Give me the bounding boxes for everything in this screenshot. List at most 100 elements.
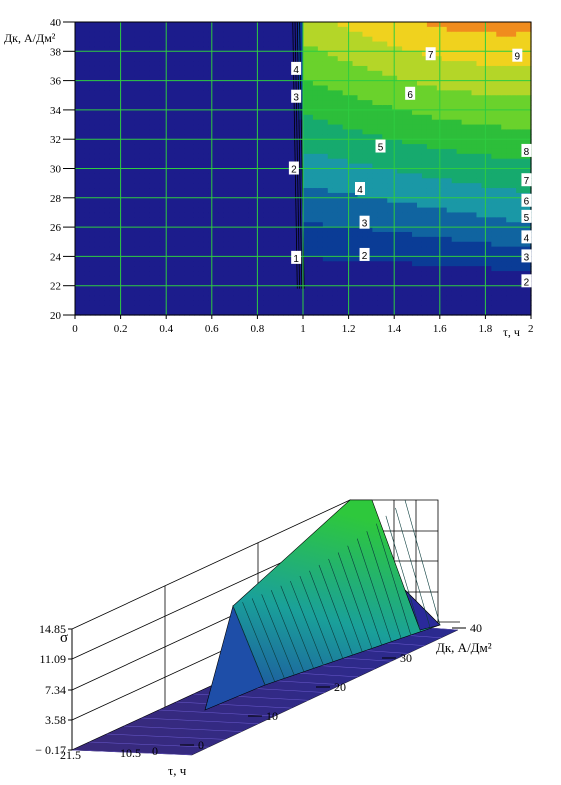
contour-cell — [456, 280, 463, 287]
contour-cell — [273, 95, 279, 101]
contour-cell — [223, 275, 230, 282]
contour-cell — [397, 280, 403, 287]
contour-cell — [89, 61, 96, 67]
contour-cell — [144, 197, 150, 204]
contour-cell — [372, 212, 378, 218]
contour-cell — [149, 51, 155, 57]
contour-cell — [109, 75, 116, 82]
contour-cell — [402, 26, 408, 33]
contour-cell — [298, 285, 304, 292]
contour-cell — [84, 114, 91, 121]
contour-cell — [362, 188, 369, 194]
contour-cell — [476, 168, 483, 174]
contour-cell — [169, 217, 175, 223]
contour-cell — [193, 168, 200, 174]
contour-cell — [426, 310, 433, 316]
contour-cell — [387, 305, 393, 311]
contour-cell — [481, 124, 487, 131]
contour-cell — [258, 36, 264, 43]
contour-cell — [377, 22, 383, 28]
contour-cell — [159, 114, 165, 121]
contour-cell — [446, 256, 453, 262]
contour-cell — [263, 168, 269, 174]
contour-cell — [407, 305, 413, 311]
contour-cell — [273, 26, 279, 33]
contour-cell — [243, 139, 250, 145]
contour-cell — [174, 173, 180, 179]
contour-cell — [317, 183, 324, 189]
contour-cell — [268, 227, 274, 233]
contour-cell — [421, 153, 428, 160]
contour-cell — [402, 275, 408, 282]
contour-cell — [431, 134, 438, 140]
contour-cell — [114, 134, 121, 140]
contour-cell — [268, 129, 274, 135]
contour-cell — [104, 22, 111, 28]
contour-cell — [198, 222, 205, 228]
contour-cell — [159, 124, 165, 131]
contour-cell — [293, 231, 299, 238]
contour-cell — [119, 241, 126, 248]
contour-cell — [402, 41, 408, 48]
contour-cell — [278, 241, 284, 248]
contour-cell — [283, 207, 289, 214]
contour-cell — [268, 95, 274, 101]
contour-cell — [466, 207, 473, 214]
contour-cell — [332, 246, 339, 253]
contour-cell — [372, 275, 378, 282]
contour-cell — [213, 26, 220, 33]
contour-cell — [164, 158, 170, 165]
contour-cell — [431, 188, 438, 194]
contour-cell — [258, 192, 264, 199]
contour-cell — [486, 100, 492, 106]
contour-cell — [174, 85, 180, 91]
contour-cell — [481, 41, 487, 48]
contour-cell — [198, 305, 205, 311]
contour-cell — [392, 36, 398, 43]
contour-cell — [228, 188, 235, 194]
contour-cell — [387, 153, 393, 160]
contour-cell — [253, 80, 259, 87]
contour-cell — [94, 290, 101, 297]
contour-cell — [75, 65, 81, 72]
contour-cell — [372, 31, 378, 38]
contour-cell — [461, 158, 468, 165]
contour-cell — [119, 75, 126, 82]
contour-cell — [79, 275, 86, 282]
contour-cell — [392, 305, 398, 311]
contour-cell — [189, 41, 195, 48]
contour-cell — [213, 207, 220, 214]
contour-cell — [193, 241, 200, 248]
contour-cell — [278, 61, 284, 67]
contour-cell — [407, 168, 413, 174]
contour-cell — [114, 188, 121, 194]
contour-cell — [84, 305, 91, 311]
contour-cell — [412, 183, 418, 189]
contour-cell — [159, 46, 165, 52]
contour-cell — [446, 290, 453, 297]
contour-cell — [481, 290, 487, 297]
contour-cell — [382, 134, 388, 140]
contour-cell — [114, 61, 121, 67]
contour-cell — [293, 305, 299, 311]
contour-cell — [213, 134, 220, 140]
contour-cell — [159, 105, 165, 111]
contour-cell — [446, 134, 453, 140]
contour-cell — [327, 305, 334, 311]
contour-cell — [84, 163, 91, 170]
contour-cell — [476, 183, 483, 189]
contour-cell — [407, 192, 413, 199]
contour-cell — [129, 236, 136, 243]
contour-cell — [461, 26, 468, 33]
contour-cell — [189, 192, 195, 199]
contour-cell — [263, 31, 269, 38]
contour-cell — [357, 144, 364, 150]
contour-cell — [144, 31, 150, 38]
contour-cell — [258, 124, 264, 131]
contour-cell — [124, 163, 131, 170]
contour-cell — [352, 56, 359, 62]
contour-cell — [471, 310, 478, 316]
contour-cell — [89, 109, 96, 116]
contour-cell — [347, 275, 354, 282]
contour-cell — [99, 85, 106, 91]
